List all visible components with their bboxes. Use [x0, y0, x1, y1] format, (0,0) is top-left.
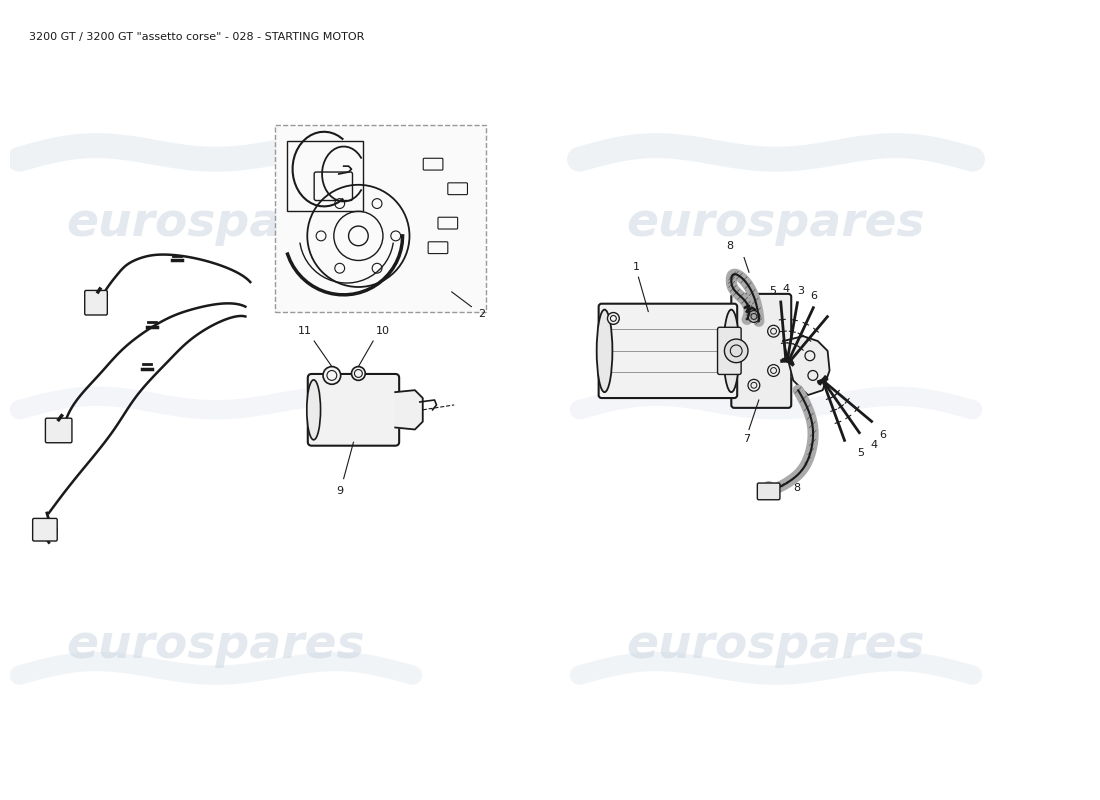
FancyBboxPatch shape — [33, 518, 57, 541]
Ellipse shape — [596, 310, 613, 392]
Text: eurospares: eurospares — [627, 201, 925, 246]
Bar — [275, 125, 486, 311]
Text: 8: 8 — [726, 241, 733, 250]
FancyBboxPatch shape — [757, 483, 780, 500]
Text: 10: 10 — [376, 326, 390, 336]
Text: eurospares: eurospares — [627, 623, 925, 668]
FancyBboxPatch shape — [45, 418, 72, 442]
Text: 6: 6 — [810, 291, 817, 301]
Text: eurospares: eurospares — [67, 623, 365, 668]
Text: 7: 7 — [744, 434, 750, 444]
Text: 3: 3 — [796, 286, 804, 296]
Text: 5: 5 — [769, 286, 776, 296]
FancyBboxPatch shape — [308, 374, 399, 446]
Text: 8: 8 — [793, 483, 801, 494]
Circle shape — [607, 313, 619, 324]
FancyBboxPatch shape — [598, 304, 737, 398]
Circle shape — [725, 339, 748, 362]
Text: 3200 GT / 3200 GT "assetto corse" - 028 - STARTING MOTOR: 3200 GT / 3200 GT "assetto corse" - 028 … — [30, 31, 364, 42]
Ellipse shape — [307, 380, 320, 440]
Polygon shape — [783, 336, 829, 395]
Bar — [287, 141, 363, 211]
Text: 2: 2 — [477, 309, 485, 318]
Polygon shape — [395, 390, 422, 430]
Text: eurospares: eurospares — [67, 201, 365, 246]
FancyBboxPatch shape — [85, 290, 108, 315]
FancyBboxPatch shape — [717, 327, 741, 374]
Circle shape — [323, 366, 341, 384]
Text: 5: 5 — [857, 447, 864, 458]
Text: 6: 6 — [879, 430, 887, 440]
Text: 11: 11 — [297, 326, 311, 336]
Text: 9: 9 — [337, 486, 343, 497]
Ellipse shape — [724, 310, 739, 392]
Text: 4: 4 — [870, 441, 878, 450]
Text: 1: 1 — [632, 262, 640, 272]
Text: 4: 4 — [783, 284, 790, 294]
FancyBboxPatch shape — [732, 294, 791, 408]
Circle shape — [352, 366, 365, 380]
